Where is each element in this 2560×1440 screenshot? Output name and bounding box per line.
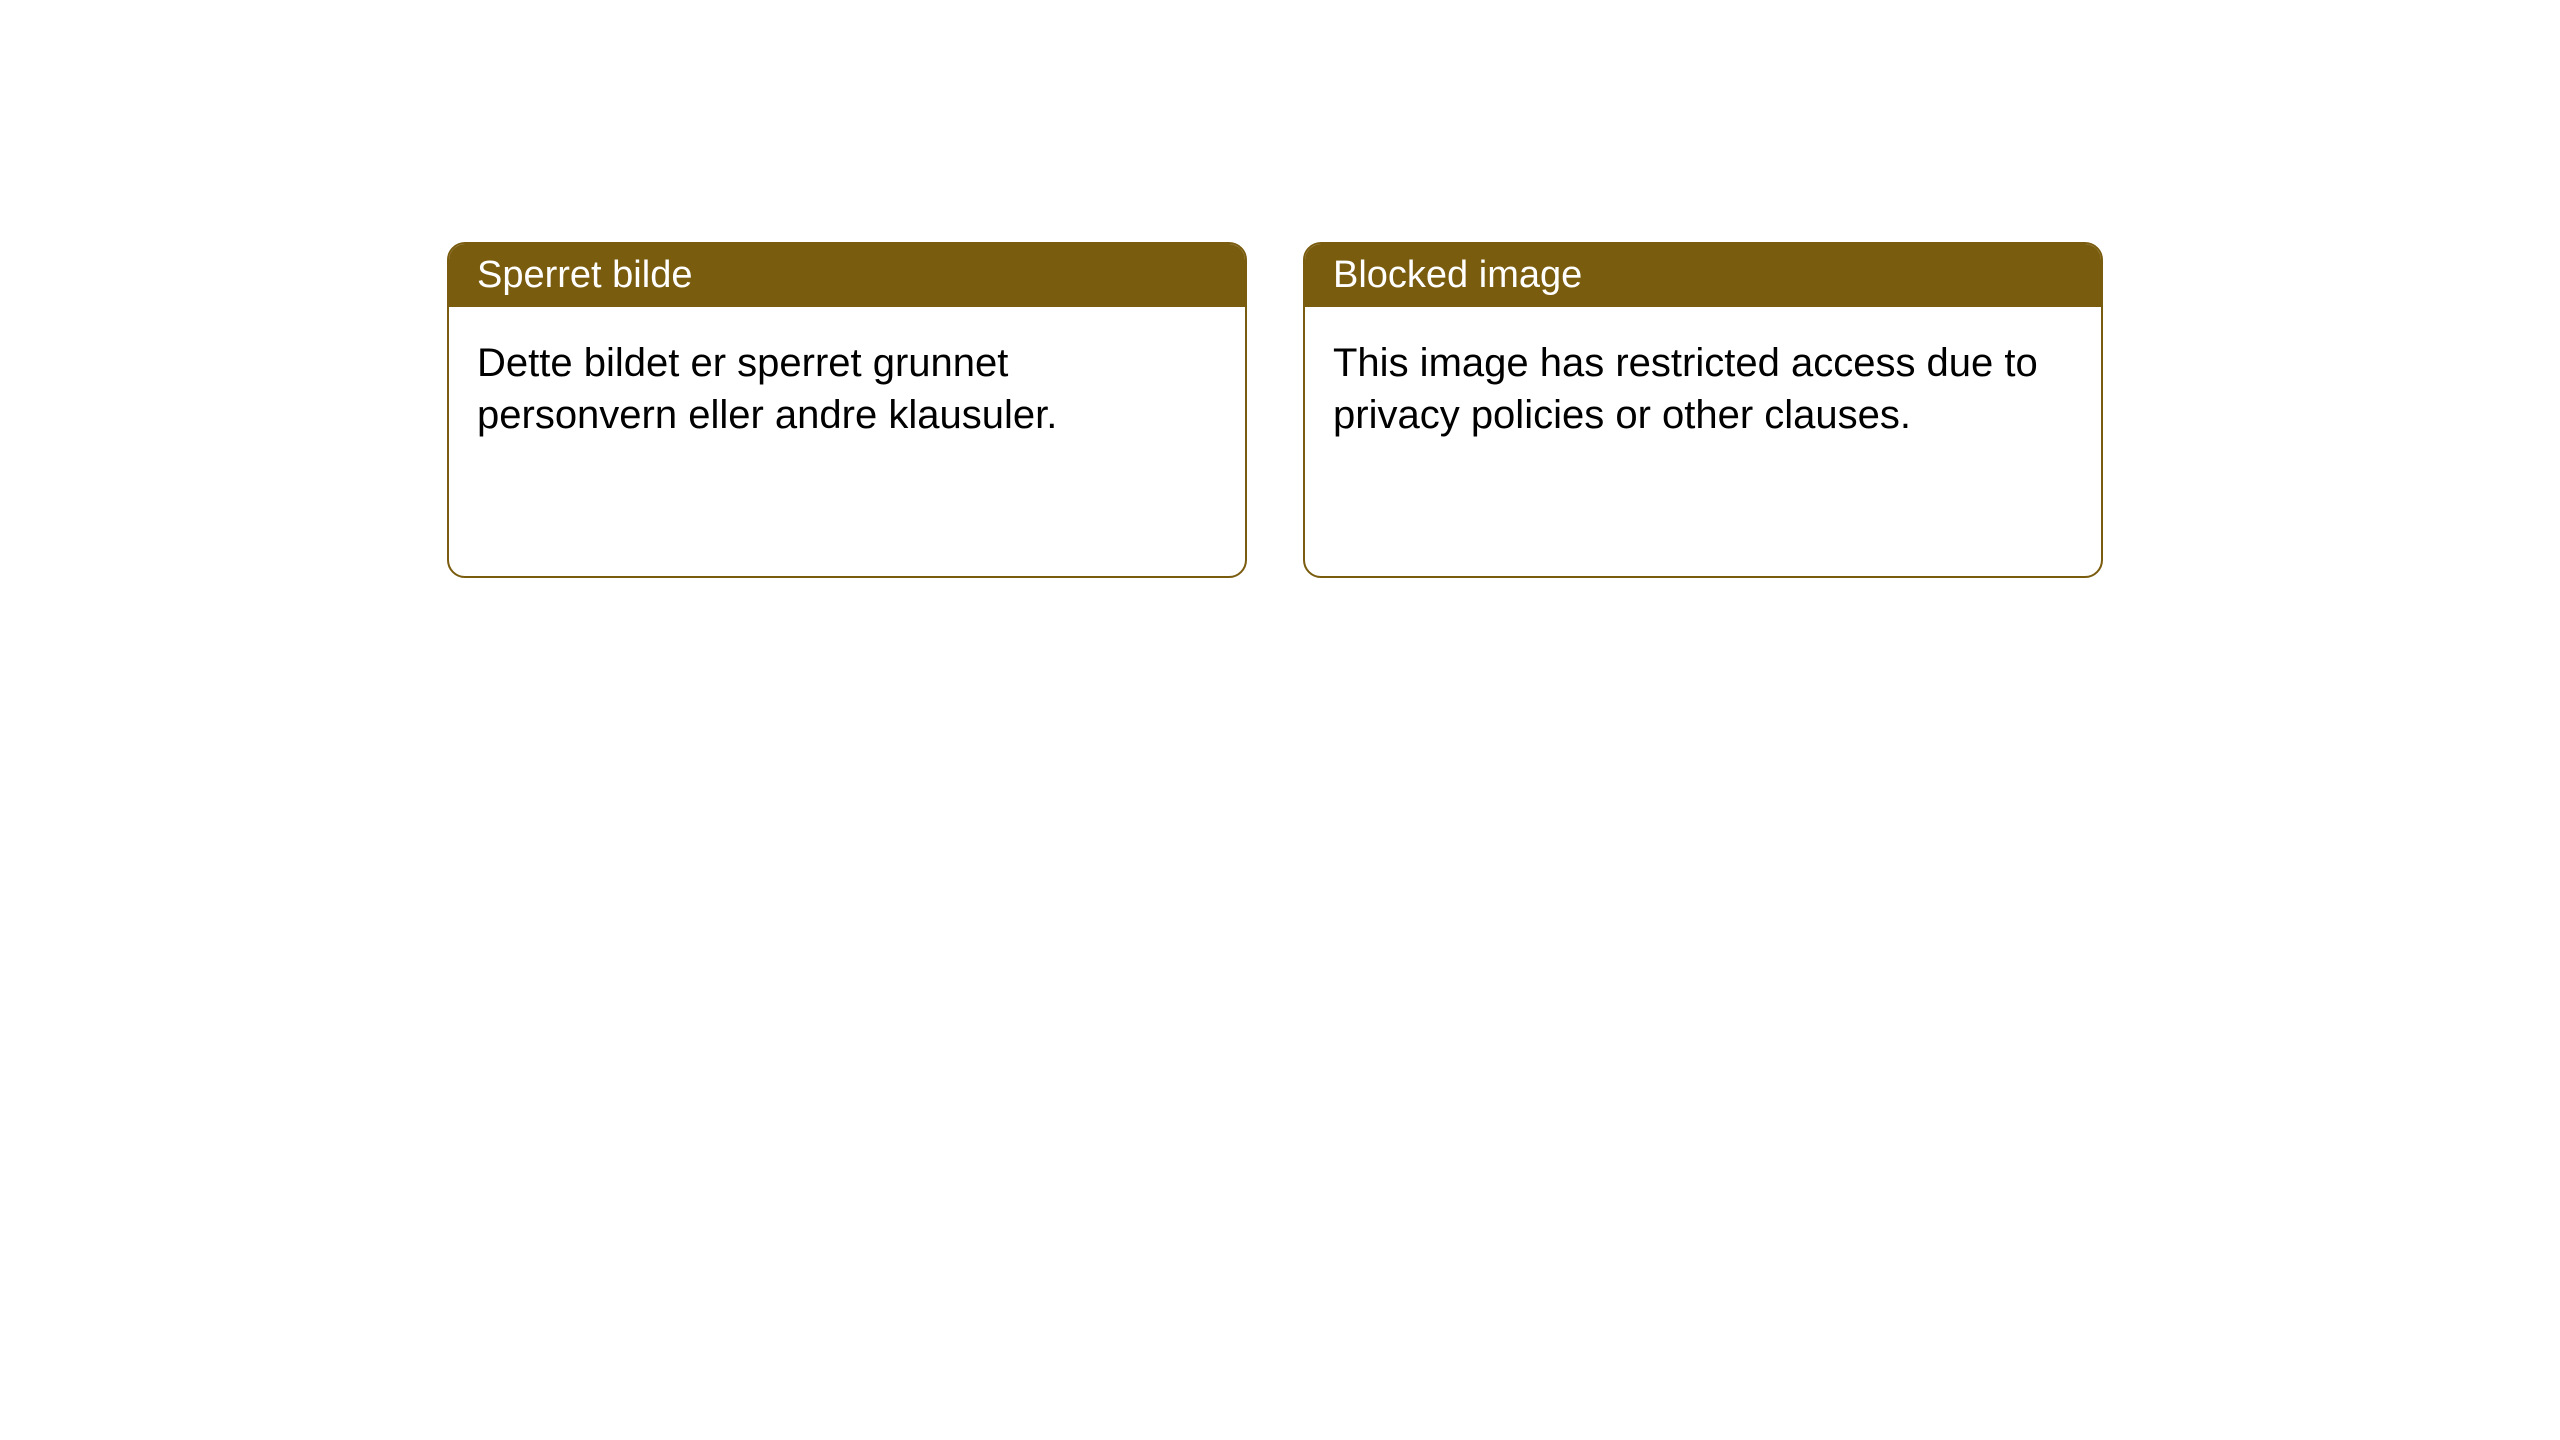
notice-cards-container: Sperret bilde Dette bildet er sperret gr…: [447, 242, 2103, 578]
notice-body-text: Dette bildet er sperret grunnet personve…: [477, 341, 1057, 437]
notice-card-english: Blocked image This image has restricted …: [1303, 242, 2103, 578]
notice-title: Blocked image: [1333, 254, 1582, 296]
notice-body: This image has restricted access due to …: [1305, 307, 2101, 471]
notice-body: Dette bildet er sperret grunnet personve…: [449, 307, 1245, 471]
notice-header: Blocked image: [1305, 244, 2101, 307]
notice-header: Sperret bilde: [449, 244, 1245, 307]
notice-body-text: This image has restricted access due to …: [1333, 341, 2038, 437]
notice-card-norwegian: Sperret bilde Dette bildet er sperret gr…: [447, 242, 1247, 578]
notice-title: Sperret bilde: [477, 254, 692, 296]
